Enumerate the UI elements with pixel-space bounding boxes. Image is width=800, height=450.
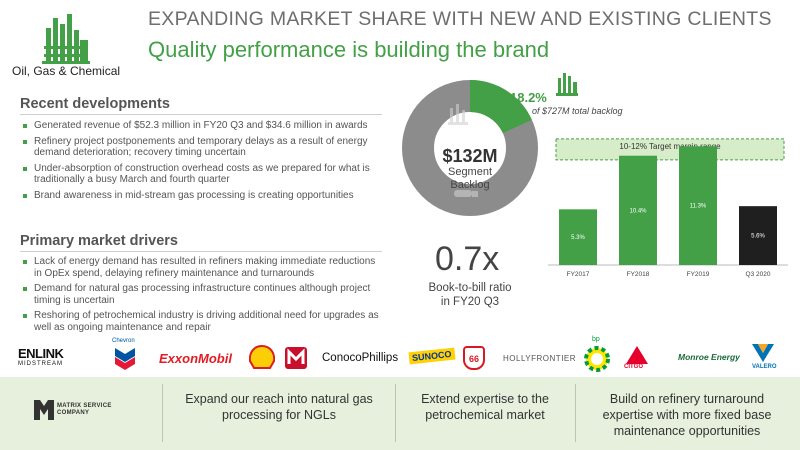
backlog-label-line2: Backlog xyxy=(450,179,490,191)
logo-sunoco: SUNOCO xyxy=(408,347,456,365)
segment-label: Oil, Gas & Chemical xyxy=(12,64,121,78)
refinery-icon xyxy=(556,73,578,96)
backlog-share-note: of $727M total backlog xyxy=(532,106,623,116)
bar-q3-2020 xyxy=(739,206,777,265)
valero-logo-icon xyxy=(752,344,774,362)
bottom-banner xyxy=(0,377,800,450)
section-divider xyxy=(20,114,382,115)
backlog-donut-chart xyxy=(402,80,538,216)
citgo-logo-icon xyxy=(626,346,648,364)
bp-logo-icon xyxy=(584,346,610,372)
backlog-share-percent: 18.2% xyxy=(510,90,547,105)
logo-valero: VALERO xyxy=(752,364,777,370)
marathon-logo-icon xyxy=(285,347,307,369)
logo-exxonmobil: ExxonMobil xyxy=(159,351,232,366)
book-to-bill-label-line2: in FY20 Q3 xyxy=(440,296,500,308)
logo-conocophillips: ConocoPhillips xyxy=(322,352,399,364)
backlog-label-line1: Segment xyxy=(447,166,493,178)
list-item: Generated revenue of $52.3 million in FY… xyxy=(20,120,382,132)
target-range-label: 10-12% Target margin range xyxy=(619,142,721,151)
company-name-line2: COMPANY xyxy=(57,410,90,416)
x-tick-label: FY2019 xyxy=(687,271,710,278)
banner-divider xyxy=(395,384,396,442)
chevron-logo-icon xyxy=(115,348,135,370)
logo-chevron-text: Chevron xyxy=(112,338,135,344)
bar-fy2019 xyxy=(679,146,717,265)
logo-citgo: CITGO xyxy=(624,364,643,370)
logo-monroe-energy: Monroe Energy xyxy=(678,352,740,362)
logo-enlink: ENLINK MIDSTREAM xyxy=(18,346,64,367)
goal-natural-gas: Expand our reach into natural gas proces… xyxy=(185,392,373,422)
shell-logo-icon xyxy=(249,345,275,369)
recent-developments-heading: Recent developments xyxy=(20,96,170,112)
slide-subtitle: Quality performance is building the bran… xyxy=(148,37,550,62)
logo-hollyfrontier: HOLLYFRONTIER xyxy=(503,354,577,363)
bar-fy2017 xyxy=(559,209,597,265)
logo-phillips66: 66 xyxy=(463,346,485,370)
bar-data-label: 5.6% xyxy=(751,234,765,240)
goal-petrochemical: Extend expertise to the petrochemical ma… xyxy=(421,392,549,422)
x-tick-label: FY2017 xyxy=(567,271,590,278)
logo-enlink-sub: MIDSTREAM xyxy=(18,361,63,367)
book-to-bill-value: 0.7x xyxy=(435,240,500,278)
x-tick-label: FY2018 xyxy=(627,271,650,278)
backlog-center: $132M Segment Backlog xyxy=(400,146,540,192)
slide-title: EXPANDING MARKET SHARE WITH NEW AND EXIS… xyxy=(148,8,772,30)
list-item: Refinery project postponements and tempo… xyxy=(20,136,382,159)
list-item: Under-absorption of construction overhea… xyxy=(20,163,382,186)
bar-data-label: 5.3% xyxy=(571,235,585,241)
book-to-bill-label-line1: Book-to-bill ratio xyxy=(428,282,512,294)
goal-refinery-turnaround: Build on refinery turnaround expertise w… xyxy=(602,392,772,438)
market-drivers-heading: Primary market drivers xyxy=(20,233,178,249)
recent-developments-list: Generated revenue of $52.3 million in FY… xyxy=(20,120,382,205)
factory-watermark-icon xyxy=(448,104,468,125)
bar-data-label: 10.4% xyxy=(629,208,647,214)
client-logos-row: ENLINK MIDSTREAM Chevron ExxonMobil Cono… xyxy=(16,336,786,374)
list-item: Demand for natural gas processing infras… xyxy=(20,283,382,306)
logo-enlink-text: ENLINK xyxy=(18,346,64,361)
donut-share-segment xyxy=(469,80,532,134)
banner-divider xyxy=(162,384,163,442)
bar-fy2018 xyxy=(619,155,657,265)
matrix-logo-icon xyxy=(34,400,54,420)
list-item: Lack of energy demand has resulted in re… xyxy=(20,256,382,279)
section-divider xyxy=(20,251,382,252)
bar-data-label: 11.3% xyxy=(690,204,707,210)
list-item: Brand awareness in mid-stream gas proces… xyxy=(20,190,382,202)
banner-divider xyxy=(575,384,576,442)
margin-bar-chart: 10-12% Target margin range 5.3% FY2017 10.4… xyxy=(548,138,788,278)
logo-bp-text: bp xyxy=(592,336,600,343)
tanker-truck-icon xyxy=(454,190,478,197)
list-item: Reshoring of petrochemical industry is d… xyxy=(20,310,382,333)
company-logo-text: MATRIX SERVICE COMPANY xyxy=(57,403,112,417)
book-to-bill-label: Book-to-bill ratio in FY20 Q3 xyxy=(400,281,540,309)
backlog-amount: $132M xyxy=(442,146,498,166)
market-drivers-list: Lack of energy demand has resulted in re… xyxy=(20,256,382,337)
refinery-icon xyxy=(42,14,90,64)
target-range-band xyxy=(555,138,785,161)
x-tick-label: Q3 2020 xyxy=(746,271,771,278)
company-name-line1: MATRIX SERVICE xyxy=(57,403,112,409)
